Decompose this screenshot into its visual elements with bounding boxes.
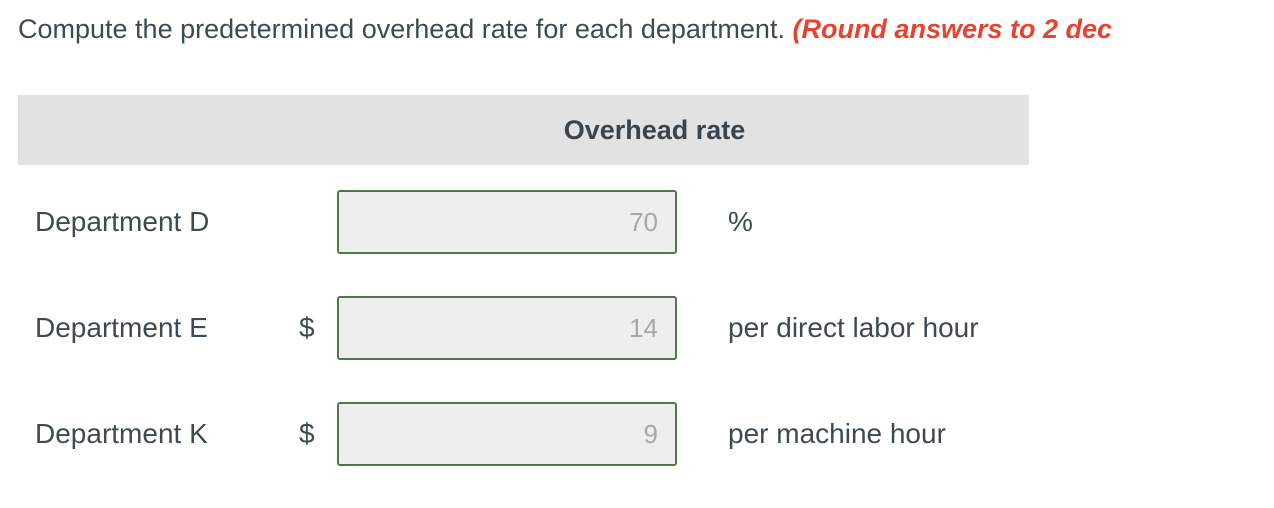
unit-label: per machine hour: [728, 418, 946, 449]
unit-label: %: [728, 206, 753, 237]
table-row: Department D %: [0, 190, 1274, 254]
table-header: Overhead rate: [18, 95, 1029, 165]
overhead-rate-input-department-e[interactable]: [337, 296, 677, 360]
table-row: Department E $ per direct labor hour: [0, 296, 1274, 360]
currency-prefix: $: [299, 418, 315, 449]
unit-label: per direct labor hour: [728, 312, 979, 343]
table-row: Department K $ per machine hour: [0, 402, 1274, 466]
currency-prefix: $: [299, 312, 315, 343]
row-label-department-e: Department E: [35, 312, 208, 343]
prompt-rounding-note: (Round answers to 2 dec: [792, 14, 1113, 44]
row-label-department-d: Department D: [35, 206, 210, 237]
overhead-rate-header: Overhead rate: [563, 114, 746, 145]
overhead-rate-input-department-d[interactable]: [337, 190, 677, 254]
row-label-department-k: Department K: [35, 418, 208, 449]
question-prompt: Compute the predetermined overhead rate …: [18, 11, 1274, 47]
prompt-text: Compute the predetermined overhead rate …: [18, 14, 793, 44]
overhead-rate-input-department-k[interactable]: [337, 402, 677, 466]
